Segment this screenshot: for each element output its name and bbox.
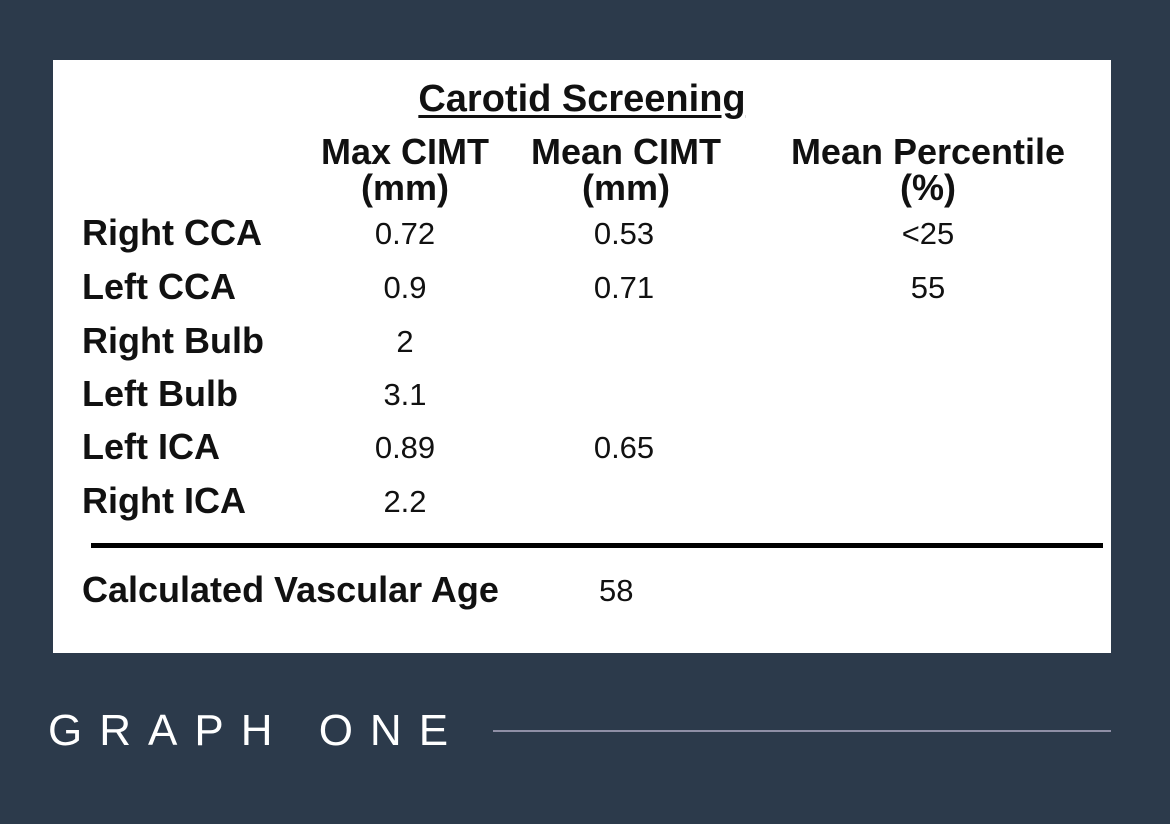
row-label-left-bulb: Left Bulb <box>82 373 238 414</box>
cell-mean-cimt: 0.71 <box>593 270 655 305</box>
column-header-mean-percentile: Mean Percentile (%) <box>791 134 1065 206</box>
row-label-right-cca: Right CCA <box>82 212 262 253</box>
cell-max-cimt: 2 <box>396 324 414 359</box>
cell-max-cimt: 0.9 <box>383 270 427 305</box>
cell-max-cimt: 0.72 <box>374 216 436 251</box>
figure-caption: GRAPH ONE <box>48 706 466 755</box>
vascular-age-label: Calculated Vascular Age <box>82 569 499 610</box>
cell-mean-cimt: 0.65 <box>593 430 655 465</box>
row-label-left-cca: Left CCA <box>82 266 236 307</box>
row-label-left-ica: Left ICA <box>82 426 220 467</box>
cell-max-cimt: 3.1 <box>383 377 427 412</box>
column-header-unit: (%) <box>900 167 956 208</box>
column-header-unit: (mm) <box>360 167 449 208</box>
column-header-max-cimt: Max CIMT (mm) <box>321 134 489 206</box>
row-label-right-ica: Right ICA <box>82 480 246 521</box>
cell-max-cimt: 0.89 <box>374 430 436 465</box>
cell-mean-cimt: 0.53 <box>593 216 655 251</box>
column-header-unit: (mm) <box>581 167 670 208</box>
table-title: Carotid Screening <box>418 78 746 120</box>
row-label-right-bulb: Right Bulb <box>82 320 264 361</box>
column-header-line: Max CIMT <box>320 131 490 172</box>
cell-max-cimt: 2.2 <box>383 484 427 519</box>
table-divider <box>91 543 1103 548</box>
caption-rule <box>493 730 1111 732</box>
column-header-line: Mean CIMT <box>530 131 722 172</box>
carotid-screening-card: Carotid Screening Max CIMT (mm) Mean CIM… <box>53 60 1111 653</box>
column-header-mean-cimt: Mean CIMT (mm) <box>531 134 721 206</box>
cell-mean-percentile: 55 <box>910 270 946 305</box>
vascular-age-value: 58 <box>599 573 634 608</box>
column-header-line: Mean Percentile <box>790 131 1066 172</box>
cell-mean-percentile: <25 <box>901 216 955 251</box>
